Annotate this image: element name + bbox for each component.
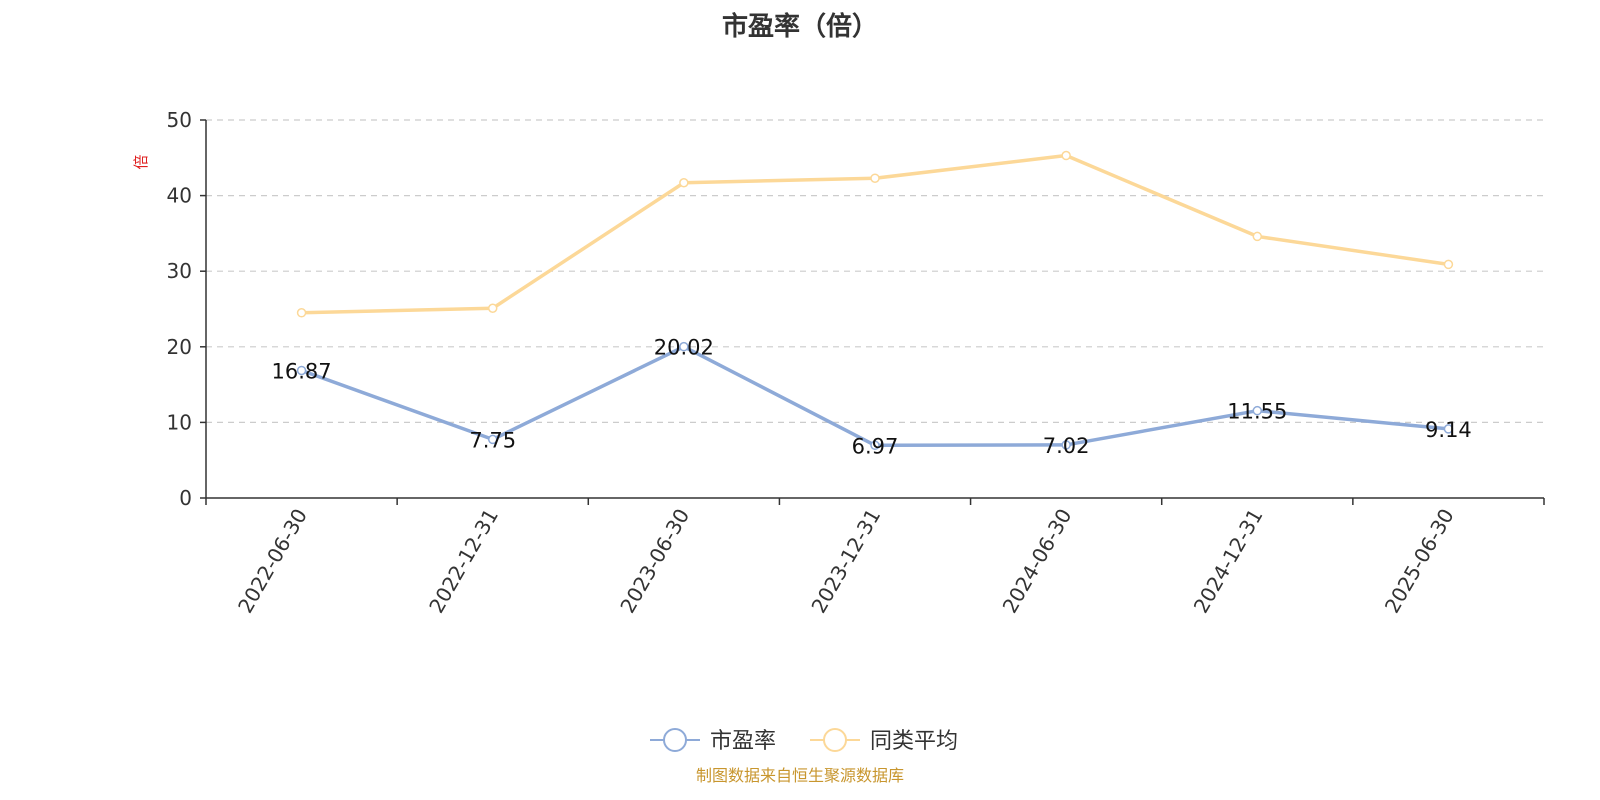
- legend-label: 市盈率: [710, 729, 776, 754]
- data-point[interactable]: [487, 303, 498, 313]
- x-tick-label: 2025-06-30: [1380, 505, 1459, 618]
- data-label: 7.02: [1043, 434, 1090, 458]
- data-label: 16.87: [272, 359, 332, 383]
- data-point[interactable]: [1443, 424, 1454, 434]
- x-tick-label: 2023-12-31: [806, 505, 885, 618]
- x-tick-label: 2024-12-31: [1189, 505, 1268, 618]
- x-tick-label: 2022-06-30: [233, 505, 312, 618]
- legend-label: 同类平均: [870, 729, 958, 754]
- legend-swatch-marker: [823, 728, 847, 752]
- y-tick-label: 40: [167, 184, 192, 208]
- legend[interactable]: 市盈率 同类平均: [650, 728, 958, 754]
- data-point[interactable]: [679, 177, 689, 188]
- grid-lines: [206, 119, 1544, 423]
- data-point[interactable]: [487, 434, 498, 445]
- data-label: 20.02: [654, 336, 714, 360]
- chart-title: 市盈率（倍）: [721, 12, 878, 42]
- x-tick-label: 2024-06-30: [998, 505, 1077, 618]
- data-label: 7.75: [469, 428, 516, 452]
- data-point[interactable]: [296, 308, 307, 318]
- y-tick-label: 50: [167, 108, 192, 132]
- y-tick-label: 30: [167, 259, 192, 283]
- data-point[interactable]: [296, 365, 307, 376]
- data-labels: 16.87 7.75 20.02 6.97 7.02 11.55 9.14: [272, 336, 1472, 459]
- source-note: 制图数据来自恒生聚源数据库: [695, 766, 904, 785]
- data-point[interactable]: [1061, 440, 1071, 450]
- data-point[interactable]: [1252, 231, 1263, 242]
- x-tick-label: 2023-06-30: [615, 505, 694, 618]
- data-point[interactable]: [1252, 405, 1263, 416]
- data-point[interactable]: [1061, 150, 1071, 161]
- data-point[interactable]: [679, 341, 689, 352]
- legend-swatch-marker: [663, 728, 687, 752]
- legend-item[interactable]: 同类平均: [810, 728, 958, 754]
- legend-item[interactable]: 市盈率: [650, 728, 776, 754]
- y-axis-label: 倍: [132, 154, 150, 169]
- data-label: 11.55: [1227, 400, 1287, 424]
- data-point[interactable]: [870, 173, 880, 183]
- data-label: 9.14: [1425, 418, 1472, 442]
- y-tick-label: 0: [179, 486, 192, 510]
- x-tick-label: 2022-12-31: [424, 505, 503, 618]
- data-point[interactable]: [1443, 259, 1454, 270]
- data-point[interactable]: [870, 440, 880, 451]
- data-label: 6.97: [852, 434, 899, 458]
- y-tick-label: 20: [167, 335, 192, 359]
- series: [296, 150, 1454, 451]
- axes: 0 10 20 30 40 50 2022-06-30 2022-12-31 2023-06-3…: [167, 108, 1545, 618]
- y-tick-label: 10: [167, 410, 192, 434]
